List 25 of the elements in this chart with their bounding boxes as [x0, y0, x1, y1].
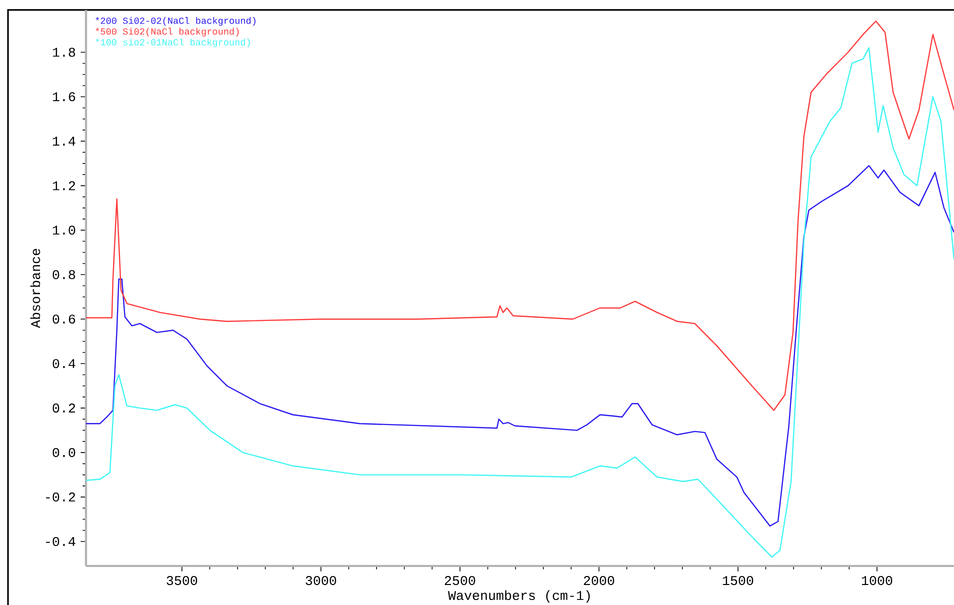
- y-axis-title: Absorbance: [30, 248, 40, 328]
- y-tick-label: 0.8: [52, 270, 76, 280]
- y-tick-label: -0.2: [46, 492, 76, 502]
- x-axis-title: Wavenumbers (cm-1): [448, 590, 590, 603]
- y-tick-label: 1.6: [52, 92, 76, 102]
- x-tick-label: 1000: [862, 576, 892, 586]
- y-tick-label: 0.0: [52, 448, 76, 458]
- y-tick-label: 0.6: [52, 314, 76, 324]
- y-tick-label: 1.2: [52, 181, 76, 190]
- text: *200 Si02-02(NaCl background): [96, 17, 256, 26]
- text: *100 sio2-01NaCl background): [96, 38, 250, 48]
- text: *500 Si02(NaCl background): [96, 28, 239, 37]
- y-tick-label: 0.4: [52, 359, 76, 368]
- line-series: [85, 47, 954, 558]
- x-tick-label: 1500: [722, 576, 754, 586]
- y-tick-label: 1.0: [52, 226, 76, 235]
- line-series: [85, 165, 954, 527]
- x-tick-label: 2000: [584, 576, 614, 586]
- y-tick-label: 1.4: [52, 136, 76, 146]
- y-tick-label: -0.4: [46, 536, 76, 546]
- y-tick-label: 1.8: [52, 48, 76, 57]
- x-tick-label: 3000: [306, 576, 336, 586]
- x-tick-label: 3500: [166, 576, 198, 586]
- x-tick-label: 2500: [444, 576, 476, 586]
- y-tick-label: 0.2: [52, 404, 76, 413]
